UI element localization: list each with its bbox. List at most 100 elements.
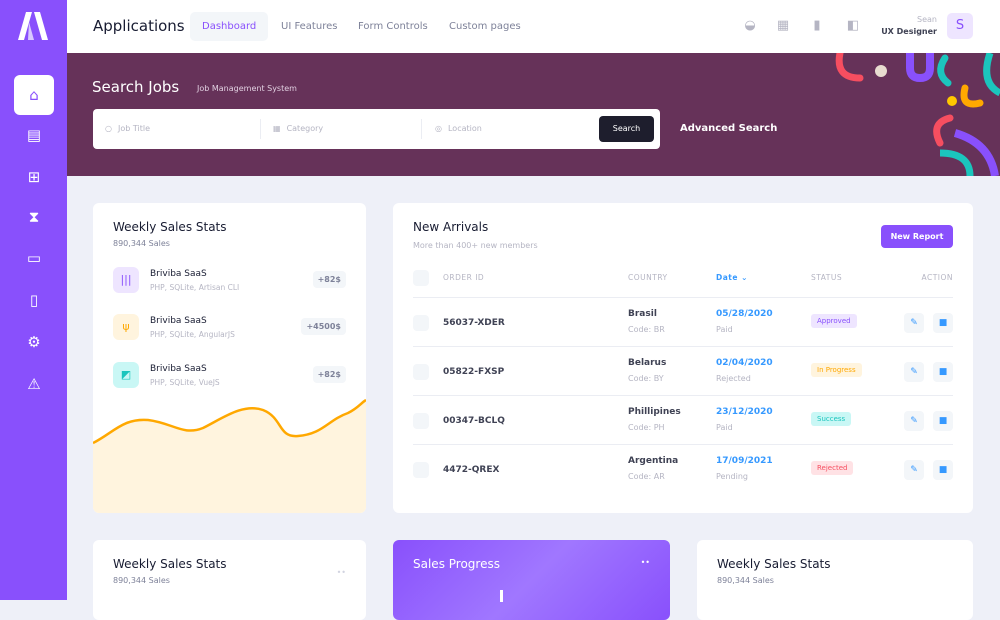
app-title: Applications	[93, 17, 185, 35]
layers-icon: ◩	[113, 362, 139, 388]
pencil-icon: ✎	[910, 318, 918, 328]
tab-custom-pages[interactable]: Custom pages	[449, 21, 521, 32]
country-code: Code: AR	[628, 472, 665, 481]
library-icon: |||	[113, 267, 139, 293]
sidebar-item-hourglass[interactable]: ⧗	[14, 197, 54, 237]
chevron-down-icon: ⌄	[741, 273, 748, 282]
order-id: 05822-FXSP	[443, 367, 505, 377]
weekly-sales-card-2: Weekly Sales Stats 890,344 Sales ••	[93, 540, 366, 620]
row-checkbox[interactable]	[413, 413, 429, 429]
column-status[interactable]: STATUS	[811, 273, 843, 282]
trash-icon: ■	[938, 318, 948, 328]
search-icon: ○	[105, 124, 112, 133]
table-row: 05822-FXSP Belarus Code: BY 02/04/2020 R…	[413, 346, 953, 395]
hourglass-icon: ⧗	[28, 208, 40, 226]
payment-status: Pending	[716, 472, 748, 481]
sidebar: ⌂ ▤ ⊞ ⧗ ▭ ▯ ⚙ ⚠	[0, 0, 67, 600]
delete-button[interactable]: ■	[933, 313, 953, 333]
row-checkbox[interactable]	[413, 364, 429, 380]
card-title: Weekly Sales Stats	[113, 220, 227, 234]
more-icon[interactable]: ••	[336, 568, 346, 577]
sales-area-chart	[93, 398, 366, 513]
country-code: Code: BY	[628, 374, 664, 383]
date: 23/12/2020	[716, 407, 773, 417]
pencil-icon: ✎	[910, 465, 918, 475]
list-item: ψ Briviba SaaS PHP, SQLite, AngularJS +4…	[113, 314, 346, 342]
user-name: Sean	[917, 15, 937, 24]
weekly-sales-card: Weekly Sales Stats 890,344 Sales ||| Bri…	[93, 203, 366, 513]
delete-button[interactable]: ■	[933, 411, 953, 431]
bucket-icon[interactable]: ◒	[744, 18, 756, 33]
item-name: Briviba SaaS	[150, 316, 207, 326]
sidebar-item-file[interactable]: ▯	[14, 280, 54, 320]
column-date[interactable]: Date ⌄	[716, 273, 748, 282]
item-value: +82$	[312, 271, 346, 288]
country: Brasil	[628, 309, 657, 319]
country: Belarus	[628, 358, 667, 368]
calendar-plus-icon: ⊞	[27, 168, 41, 186]
grid-icon[interactable]: ▦	[776, 18, 790, 33]
tab-ui-features[interactable]: UI Features	[281, 21, 338, 32]
date: 02/04/2020	[716, 358, 773, 368]
category-input[interactable]: ▦ Category	[273, 119, 413, 139]
row-checkbox[interactable]	[413, 462, 429, 478]
logo[interactable]	[16, 12, 50, 40]
clipboard-icon: ▤	[26, 126, 42, 144]
edit-button[interactable]: ✎	[904, 460, 924, 480]
location-input[interactable]: ◎ Location	[435, 119, 585, 139]
table-row: 56037-XDER Brasil Code: BR 05/28/2020 Pa…	[413, 297, 953, 346]
list-item: ||| Briviba SaaS PHP, SQLite, Artisan CL…	[113, 267, 346, 295]
edit-button[interactable]: ✎	[904, 362, 924, 382]
progress-bar-mark	[500, 590, 503, 602]
list-item: ◩ Briviba SaaS PHP, SQLite, VueJS +82$	[113, 362, 346, 390]
advanced-search-link[interactable]: Advanced Search	[680, 123, 778, 134]
table-row: 00347-BCLQ Phillipines Code: PH 23/12/20…	[413, 395, 953, 444]
sidebar-item-clipboard[interactable]: ▤	[14, 115, 54, 155]
item-value: +4500$	[301, 318, 346, 335]
order-id: 4472-QREX	[443, 465, 500, 475]
edit-button[interactable]: ✎	[904, 411, 924, 431]
status-badge: Approved	[811, 314, 857, 328]
search-form: ○ Job Title ▦ Category ◎ Location Search	[93, 109, 660, 149]
avatar[interactable]: S	[947, 13, 973, 39]
order-id: 56037-XDER	[443, 318, 505, 328]
column-order-id[interactable]: ORDER ID	[443, 273, 485, 282]
delete-button[interactable]: ■	[933, 362, 953, 382]
sidebar-item-warning[interactable]: ⚠	[14, 364, 54, 404]
sidebar-item-presentation[interactable]: ▭	[14, 238, 54, 278]
search-button[interactable]: Search	[599, 116, 654, 142]
decorative-pattern	[835, 53, 1000, 176]
sidebar-item-settings[interactable]: ⚙	[14, 322, 54, 362]
item-desc: PHP, SQLite, VueJS	[150, 378, 220, 387]
card-subtitle: 890,344 Sales	[717, 576, 774, 585]
bar-chart-icon[interactable]: ▮	[813, 18, 821, 33]
row-checkbox[interactable]	[413, 315, 429, 331]
job-title-input[interactable]: ○ Job Title	[105, 119, 255, 139]
card-subtitle: 890,344 Sales	[113, 576, 170, 585]
sidebar-item-home[interactable]: ⌂	[14, 75, 54, 115]
sidebar-item-calendar[interactable]: ⊞	[14, 157, 54, 197]
edit-button[interactable]: ✎	[904, 313, 924, 333]
delete-button[interactable]: ■	[933, 460, 953, 480]
date: 05/28/2020	[716, 309, 773, 319]
pencil-icon: ✎	[910, 416, 918, 426]
status-badge: Rejected	[811, 461, 854, 475]
file-chart-icon: ▯	[29, 291, 39, 309]
search-banner: Search Jobs Job Management System ○ Job T…	[67, 53, 1000, 176]
more-icon[interactable]: ••	[640, 558, 650, 567]
column-country[interactable]: COUNTRY	[628, 273, 668, 282]
divider	[260, 119, 261, 139]
item-desc: PHP, SQLite, Artisan CLI	[150, 283, 240, 292]
tab-dashboard[interactable]: Dashboard	[190, 12, 269, 41]
table-row: 4472-QREX Argentina Code: AR 17/09/2021 …	[413, 444, 953, 493]
grid-icon: ▦	[273, 124, 281, 133]
tab-form-controls[interactable]: Form Controls	[358, 21, 428, 32]
sales-progress-card: Sales Progress ••	[393, 540, 670, 620]
pencil-icon: ✎	[910, 367, 918, 377]
layers-icon[interactable]: ◧	[846, 18, 860, 33]
item-name: Briviba SaaS	[150, 364, 207, 374]
select-all-checkbox[interactable]	[413, 270, 429, 286]
new-report-button[interactable]: New Report	[881, 225, 953, 248]
banner-title: Search Jobs	[92, 78, 180, 96]
country-code: Code: BR	[628, 325, 665, 334]
